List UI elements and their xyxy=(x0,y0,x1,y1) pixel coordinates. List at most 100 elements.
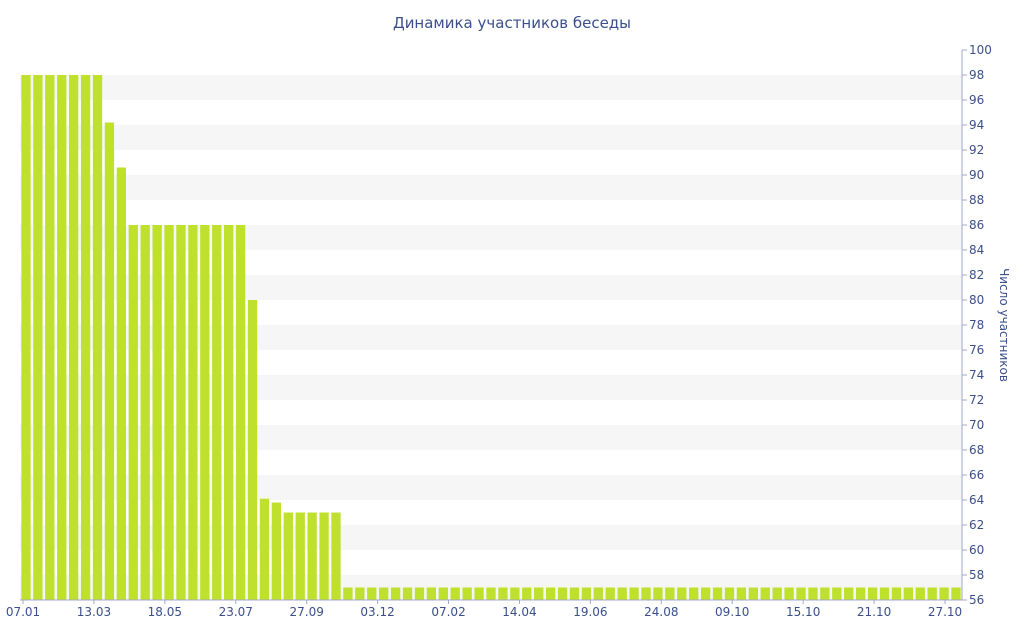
y-tick-label: 96 xyxy=(969,93,984,107)
y-axis-label: Число участников xyxy=(997,268,1011,382)
x-tick-label: 27.09 xyxy=(290,605,324,619)
bar xyxy=(200,225,210,600)
bar xyxy=(724,587,735,600)
chart-title: Динамика участников беседы xyxy=(393,14,631,32)
bar xyxy=(21,75,31,600)
bar xyxy=(736,587,747,600)
x-tick-label: 21.10 xyxy=(857,605,891,619)
bar xyxy=(832,587,842,600)
bar xyxy=(653,587,663,600)
bar xyxy=(116,167,127,600)
bar xyxy=(581,587,592,600)
bar xyxy=(879,587,890,600)
grid-band xyxy=(20,75,962,100)
bar xyxy=(545,587,556,600)
bar xyxy=(80,75,91,600)
bar xyxy=(569,587,580,600)
bar xyxy=(355,587,365,600)
x-tick-label: 27.10 xyxy=(928,605,962,619)
y-tick-label: 60 xyxy=(969,543,984,557)
bar xyxy=(176,225,186,600)
bar xyxy=(235,225,246,600)
bar xyxy=(188,225,198,600)
bar xyxy=(927,587,937,600)
y-tick-label: 78 xyxy=(969,318,984,332)
y-tick-label: 70 xyxy=(969,418,984,432)
bar xyxy=(343,587,353,600)
bar xyxy=(390,587,401,600)
bar xyxy=(557,587,568,600)
bar xyxy=(593,587,603,600)
bar xyxy=(57,75,67,600)
bar xyxy=(665,587,675,600)
x-tick-label: 07.02 xyxy=(431,605,465,619)
bar xyxy=(462,587,472,600)
bar xyxy=(402,587,413,600)
bar xyxy=(903,587,913,600)
y-tick-label: 74 xyxy=(969,368,984,382)
bar xyxy=(140,225,150,600)
bar xyxy=(271,502,282,600)
bar xyxy=(772,587,782,600)
bar xyxy=(915,587,925,600)
bar xyxy=(152,225,162,600)
y-tick-label: 88 xyxy=(969,193,984,207)
bar xyxy=(224,225,234,600)
y-tick-label: 56 xyxy=(969,593,984,607)
x-tick-label: 13.03 xyxy=(77,605,111,619)
y-tick-label: 90 xyxy=(969,168,984,182)
bar xyxy=(712,587,723,600)
y-tick-label: 76 xyxy=(969,343,984,357)
bar xyxy=(474,587,484,600)
bar xyxy=(510,587,520,600)
bar xyxy=(939,587,949,600)
bar xyxy=(748,587,758,600)
y-tick-label: 58 xyxy=(969,568,984,582)
bar xyxy=(379,587,389,600)
bar xyxy=(808,587,818,600)
bar xyxy=(45,75,55,600)
y-tick-label: 68 xyxy=(969,443,984,457)
bar xyxy=(486,587,496,600)
bar xyxy=(498,587,508,600)
bar xyxy=(605,587,615,600)
bar xyxy=(617,587,627,600)
bar xyxy=(450,587,460,600)
bar xyxy=(331,512,341,600)
y-tick-label: 64 xyxy=(969,493,984,507)
bar xyxy=(796,587,806,600)
bar xyxy=(820,587,830,600)
bar xyxy=(307,512,317,600)
bar xyxy=(33,75,43,600)
bar xyxy=(784,587,794,600)
bar xyxy=(677,587,687,600)
y-tick-label: 94 xyxy=(969,118,984,132)
bar xyxy=(414,587,425,600)
grid-band xyxy=(20,125,962,150)
bar xyxy=(295,512,305,600)
y-tick-label: 80 xyxy=(969,293,984,307)
x-tick-label: 07.01 xyxy=(6,605,40,619)
bar xyxy=(844,587,854,600)
bar xyxy=(629,587,639,600)
x-tick-label: 23.07 xyxy=(219,605,253,619)
y-tick-label: 92 xyxy=(969,143,984,157)
bar xyxy=(534,587,544,600)
bar xyxy=(128,225,138,600)
x-tick-label: 24.08 xyxy=(644,605,678,619)
x-tick-label: 03.12 xyxy=(360,605,394,619)
x-tick-label: 19.06 xyxy=(573,605,607,619)
x-tick-label: 14.04 xyxy=(502,605,536,619)
y-tick-label: 86 xyxy=(969,218,984,232)
bar xyxy=(104,122,115,600)
bar xyxy=(867,587,878,600)
y-axis: 56 58 60 62 64 66 68 70 72 74 76 78 80 82 84 86 88 90 92 94… xyxy=(961,43,992,607)
bar xyxy=(247,300,258,600)
y-tick-label: 84 xyxy=(969,243,984,257)
bar xyxy=(92,75,103,600)
x-tick-label: 09.10 xyxy=(715,605,749,619)
bar xyxy=(522,587,532,600)
bar xyxy=(212,225,222,600)
y-tick-label: 66 xyxy=(969,468,984,482)
